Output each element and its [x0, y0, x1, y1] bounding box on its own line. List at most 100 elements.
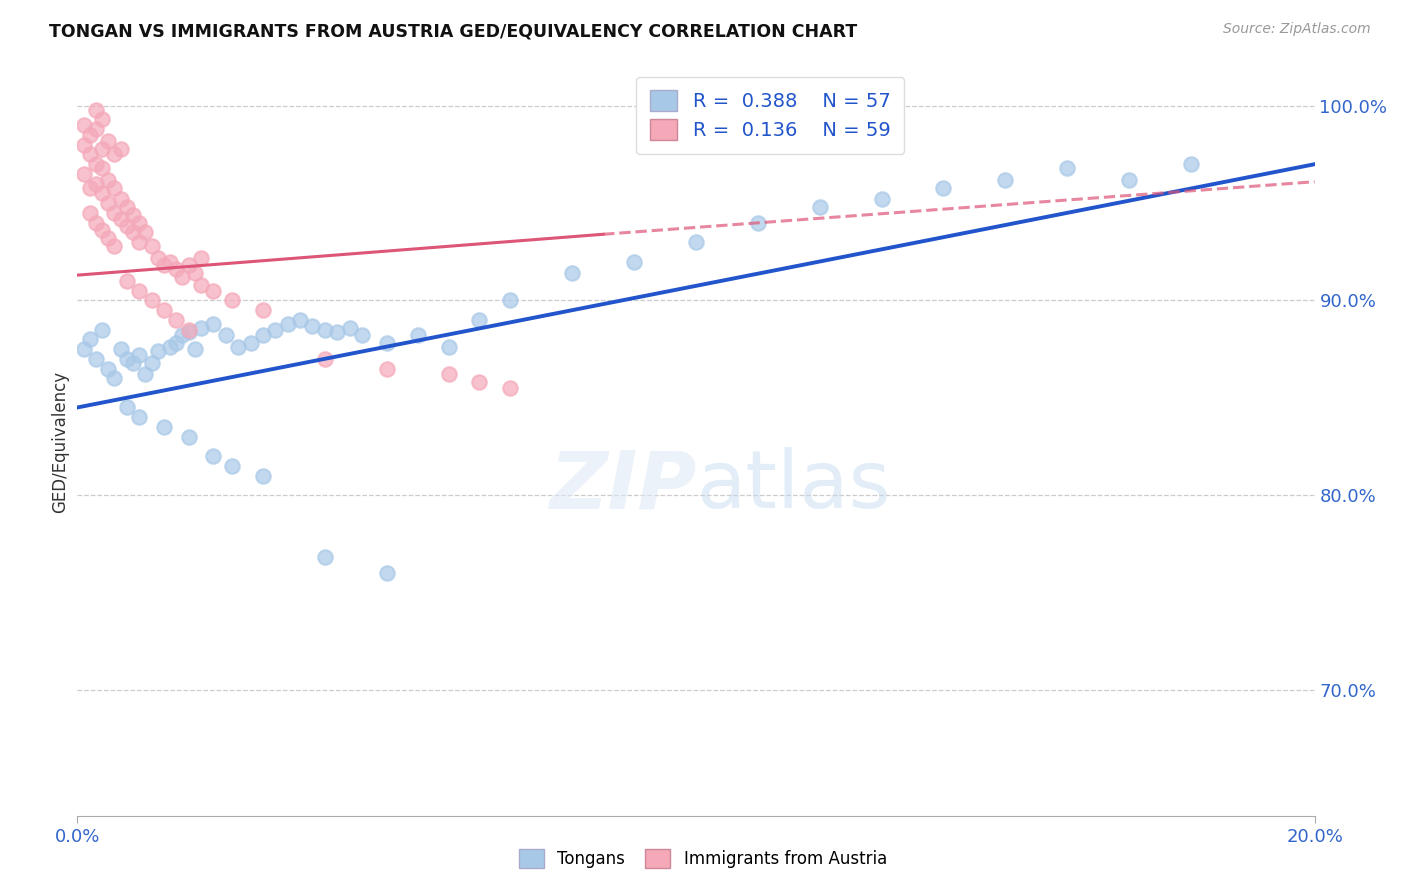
Point — [314, 323, 336, 337]
Point — [110, 192, 132, 206]
Point — [808, 200, 831, 214]
Point — [97, 173, 120, 187]
Point — [91, 323, 114, 337]
Point — [84, 157, 107, 171]
Point — [128, 284, 150, 298]
Point — [339, 320, 361, 334]
Point — [177, 323, 200, 337]
Point — [84, 216, 107, 230]
Point — [91, 112, 114, 127]
Point — [375, 336, 398, 351]
Point — [499, 293, 522, 308]
Point — [97, 361, 120, 376]
Point — [110, 142, 132, 156]
Point — [177, 259, 200, 273]
Point — [172, 270, 194, 285]
Point — [146, 344, 169, 359]
Point — [97, 134, 120, 148]
Point — [202, 284, 225, 298]
Point — [122, 356, 145, 370]
Point — [172, 328, 194, 343]
Point — [314, 351, 336, 366]
Point — [122, 208, 145, 222]
Point — [141, 356, 163, 370]
Point — [128, 348, 150, 362]
Point — [1118, 173, 1140, 187]
Point — [932, 180, 955, 194]
Point — [79, 180, 101, 194]
Point — [994, 173, 1017, 187]
Point — [103, 147, 125, 161]
Point — [153, 420, 176, 434]
Point — [91, 223, 114, 237]
Point — [184, 266, 207, 280]
Point — [91, 186, 114, 201]
Point — [870, 192, 893, 206]
Point — [72, 342, 94, 356]
Point — [128, 235, 150, 249]
Point — [84, 122, 107, 136]
Point — [375, 361, 398, 376]
Point — [165, 313, 187, 327]
Point — [623, 254, 645, 268]
Point — [437, 340, 460, 354]
Point — [79, 128, 101, 142]
Point — [91, 142, 114, 156]
Point — [252, 328, 274, 343]
Point — [437, 368, 460, 382]
Point — [128, 216, 150, 230]
Point — [215, 328, 238, 343]
Point — [115, 351, 138, 366]
Point — [301, 318, 323, 333]
Point — [202, 449, 225, 463]
Point — [153, 303, 176, 318]
Point — [141, 239, 163, 253]
Point — [115, 219, 138, 234]
Point — [375, 566, 398, 580]
Point — [252, 303, 274, 318]
Point — [115, 401, 138, 415]
Point — [115, 274, 138, 288]
Point — [72, 167, 94, 181]
Point — [226, 340, 249, 354]
Point — [153, 259, 176, 273]
Text: atlas: atlas — [696, 448, 890, 525]
Point — [326, 325, 349, 339]
Point — [141, 293, 163, 308]
Point — [190, 277, 212, 292]
Point — [91, 161, 114, 175]
Point — [165, 262, 187, 277]
Point — [97, 196, 120, 211]
Point — [84, 351, 107, 366]
Point — [288, 313, 311, 327]
Y-axis label: GED/Equivalency: GED/Equivalency — [51, 370, 69, 513]
Point — [122, 225, 145, 239]
Point — [1056, 161, 1078, 175]
Point — [110, 342, 132, 356]
Point — [134, 368, 156, 382]
Point — [110, 211, 132, 226]
Point — [79, 206, 101, 220]
Point — [103, 180, 125, 194]
Point — [79, 147, 101, 161]
Point — [468, 375, 491, 389]
Point — [350, 328, 373, 343]
Point — [134, 225, 156, 239]
Point — [190, 251, 212, 265]
Text: TONGAN VS IMMIGRANTS FROM AUSTRIA GED/EQUIVALENCY CORRELATION CHART: TONGAN VS IMMIGRANTS FROM AUSTRIA GED/EQ… — [49, 22, 858, 40]
Point — [84, 177, 107, 191]
Point — [177, 430, 200, 444]
Point — [264, 323, 287, 337]
Point — [561, 266, 583, 280]
Point — [468, 313, 491, 327]
Point — [146, 251, 169, 265]
Point — [84, 103, 107, 117]
Point — [252, 468, 274, 483]
Point — [747, 216, 769, 230]
Point — [499, 381, 522, 395]
Point — [97, 231, 120, 245]
Point — [165, 336, 187, 351]
Point — [202, 317, 225, 331]
Point — [103, 239, 125, 253]
Point — [103, 371, 125, 385]
